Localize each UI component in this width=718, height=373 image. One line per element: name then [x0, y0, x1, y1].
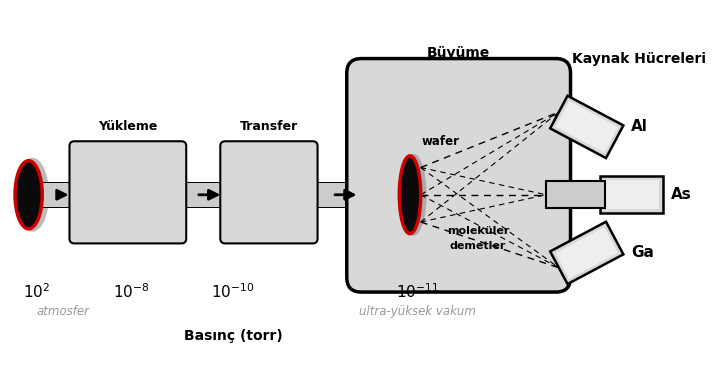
Text: ultra-yüksek vakum: ultra-yüksek vakum: [359, 305, 476, 318]
Bar: [313, 182, 361, 207]
Text: $10^{-11}$: $10^{-11}$: [396, 283, 439, 301]
Polygon shape: [556, 101, 618, 153]
Polygon shape: [550, 222, 623, 284]
Text: moleküler: moleküler: [447, 226, 509, 236]
Text: Kaynak Hücreleri: Kaynak Hücreleri: [572, 51, 706, 66]
Text: Basınç (torr): Basınç (torr): [184, 329, 282, 343]
Ellipse shape: [399, 156, 421, 234]
FancyBboxPatch shape: [347, 59, 571, 292]
Text: Ga: Ga: [631, 245, 654, 260]
Polygon shape: [550, 96, 623, 158]
Text: demetler: demetler: [450, 241, 506, 251]
Text: Yükleme: Yükleme: [98, 119, 157, 132]
Bar: [546, 181, 605, 209]
Polygon shape: [556, 227, 618, 279]
Bar: [42, 182, 75, 207]
FancyBboxPatch shape: [220, 141, 317, 244]
Text: As: As: [671, 187, 691, 202]
Text: wafer: wafer: [421, 135, 460, 148]
Text: Büyüme: Büyüme: [427, 46, 490, 60]
Text: $10^{-8}$: $10^{-8}$: [113, 283, 149, 301]
Ellipse shape: [401, 154, 426, 236]
Text: atmosfer: atmosfer: [37, 305, 90, 318]
Text: $10^{-10}$: $10^{-10}$: [211, 283, 255, 301]
Text: Transfer: Transfer: [240, 119, 298, 132]
Bar: [182, 182, 225, 207]
Polygon shape: [600, 176, 663, 213]
Polygon shape: [604, 180, 659, 209]
Text: $10^2$: $10^2$: [23, 283, 50, 301]
Ellipse shape: [16, 158, 49, 232]
Ellipse shape: [15, 161, 42, 229]
FancyBboxPatch shape: [70, 141, 186, 244]
Text: Al: Al: [631, 119, 648, 134]
